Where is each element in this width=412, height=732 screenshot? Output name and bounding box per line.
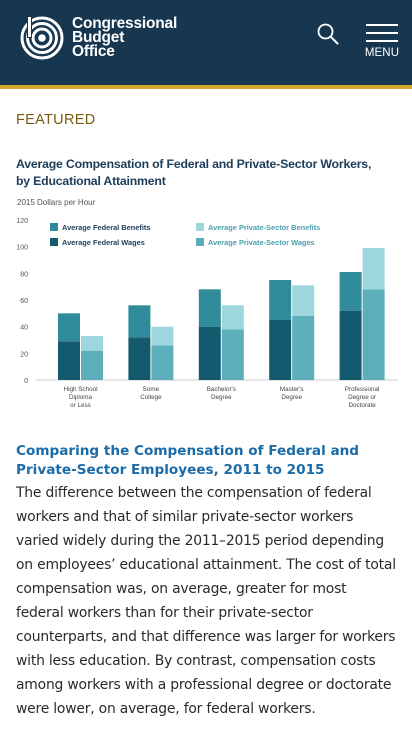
legend-swatch [196, 223, 204, 231]
bar-segment [81, 351, 103, 380]
bar-segment [151, 327, 173, 346]
x-tick-label: Master's [280, 386, 304, 393]
legend-label: Average Private-Sector Benefits [208, 223, 320, 232]
bar-segment [81, 336, 103, 351]
bar-segment [58, 341, 80, 380]
bar-segment [222, 329, 244, 380]
legend-swatch [50, 223, 58, 231]
cbo-logo-icon [20, 16, 64, 60]
bar-segment [292, 316, 314, 380]
bar-segment [128, 337, 150, 380]
x-tick-label: Diploma [69, 394, 93, 401]
legend-label: Average Federal Benefits [62, 223, 150, 232]
x-tick-label: Bachelor's [207, 386, 236, 393]
y-tick-label: 60 [20, 298, 28, 305]
menu-button[interactable]: MENU [364, 24, 400, 64]
search-icon [316, 22, 340, 46]
x-tick-label: High School [64, 386, 98, 393]
hamburger-menu-icon [366, 24, 398, 42]
logo-line-3: Office [72, 45, 177, 59]
bar-segment [128, 305, 150, 337]
bar-segment [292, 285, 314, 316]
bar-segment [199, 327, 221, 380]
x-tick-label: Degree [281, 394, 302, 401]
bar-segment [269, 280, 291, 320]
bar-segment [222, 305, 244, 329]
site-header: Congressional Budget Office MENU [0, 0, 412, 85]
x-tick-label: Degree or [348, 394, 376, 401]
y-tick-label: 120 [16, 218, 28, 225]
y-tick-label: 100 [16, 245, 28, 252]
search-button[interactable] [316, 22, 340, 46]
x-tick-label: Professional [345, 386, 380, 393]
x-tick-label: Doctorate [348, 402, 376, 409]
bar-segment [269, 320, 291, 380]
featured-label: FEATURED [16, 112, 95, 128]
x-tick-label: or Less [70, 402, 91, 409]
bar-segment [58, 313, 80, 341]
x-tick-label: College [140, 394, 162, 401]
bar-segment [363, 248, 385, 289]
legend-swatch [196, 238, 204, 246]
legend-label: Average Private-Sector Wages [208, 238, 315, 247]
cbo-logo[interactable]: Congressional Budget Office [20, 16, 177, 60]
x-tick-label: Some [143, 386, 160, 393]
legend-label: Average Federal Wages [62, 238, 145, 247]
bar-segment [340, 311, 362, 380]
y-tick-label: 40 [20, 325, 28, 332]
bar-segment [340, 272, 362, 311]
bar-segment [151, 345, 173, 380]
header-accent-stripe [0, 85, 412, 89]
article-body: The difference between the compensation … [16, 481, 398, 721]
bar-segment [199, 289, 221, 326]
article-title-link[interactable]: Comparing the Compensation of Federal an… [16, 442, 400, 480]
legend-swatch [50, 238, 58, 246]
featured-chart[interactable]: Average Compensation of Federal and Priv… [14, 152, 400, 414]
y-tick-label: 20 [20, 351, 28, 358]
x-tick-label: Degree [211, 394, 232, 401]
logo-text: Congressional Budget Office [72, 17, 177, 59]
y-tick-label: 0 [24, 378, 28, 385]
bar-segment [363, 289, 385, 380]
menu-label: MENU [364, 47, 400, 59]
y-tick-label: 80 [20, 271, 28, 278]
